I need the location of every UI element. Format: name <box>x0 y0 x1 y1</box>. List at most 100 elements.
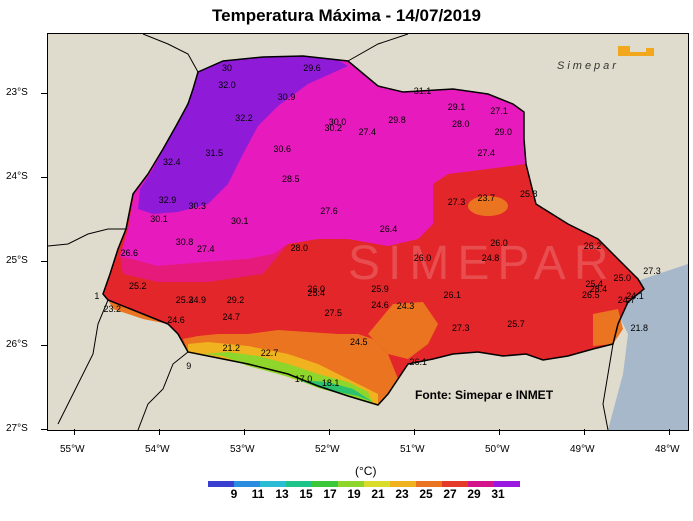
station-value: 27.3 <box>451 323 470 334</box>
colorbar-label: 27 <box>443 487 457 501</box>
lon-label: 54°W <box>145 444 170 455</box>
zone-27-29 <box>120 244 288 282</box>
station-value: 30.6 <box>273 144 292 155</box>
source-text: Fonte: Simepar e INMET <box>415 388 554 402</box>
colorbar <box>208 481 520 487</box>
station-value: 24.7 <box>222 312 241 323</box>
station-value: 29.0 <box>494 127 513 138</box>
lon-label: 49°W <box>570 444 595 455</box>
lon-tick <box>669 429 670 435</box>
station-value: 1 <box>94 291 100 302</box>
station-value: 28.0 <box>451 119 470 130</box>
station-value: 27.3 <box>447 197 466 208</box>
border-sc-west <box>137 351 189 430</box>
colorbar-swatch <box>208 481 234 487</box>
colorbar-swatch <box>416 481 442 487</box>
station-value: 30.2 <box>324 123 343 134</box>
station-value: 32.4 <box>162 156 181 167</box>
lon-label: 55°W <box>60 444 85 455</box>
station-value: 24.7 <box>617 295 636 306</box>
station-value: 28.0 <box>290 242 309 253</box>
colorbar-label: 31 <box>491 487 505 501</box>
lon-label: 50°W <box>485 444 510 455</box>
station-value: 26.0 <box>307 283 326 294</box>
station-value: 30.3 <box>188 201 207 212</box>
lon-tick <box>329 429 330 435</box>
station-value: 27.1 <box>490 106 508 117</box>
state-border <box>102 55 645 406</box>
lon-tick <box>74 429 75 435</box>
station-value: 30.0 <box>328 117 347 128</box>
station-value: 29.8 <box>388 114 406 125</box>
station-value: 29.6 <box>303 62 321 73</box>
colorbar-swatch <box>442 481 468 487</box>
zone-23-25-spot <box>468 196 508 216</box>
station-value: 27.5 <box>324 308 343 319</box>
colorbar-label: 19 <box>347 487 361 501</box>
colorbar-label: 15 <box>299 487 313 501</box>
station-value: 29.1 <box>447 102 466 113</box>
lat-tick <box>41 345 47 346</box>
station-value: 17.0 <box>294 373 313 384</box>
logo-text: Simepar <box>557 60 619 72</box>
station-value: 32.9 <box>158 194 177 205</box>
lat-label: 27°S <box>6 423 28 434</box>
station-value: 27.4 <box>477 148 496 159</box>
colorbar-unit: (°C) <box>355 464 377 478</box>
zone-17-21 <box>203 352 373 404</box>
watermark: SIMEPAR <box>348 237 616 290</box>
lon-tick <box>414 429 415 435</box>
border-sc-east <box>602 343 614 430</box>
colorbar-label: 21 <box>371 487 385 501</box>
station-value: 26.0 <box>490 237 508 248</box>
colorbar-swatch <box>312 481 338 487</box>
station-value: 21.2 <box>222 342 241 353</box>
station-value: 30.9 <box>277 92 296 103</box>
colorbar-label: 11 <box>251 487 265 501</box>
station-value: 24.3 <box>396 301 415 312</box>
lat-tick <box>41 93 47 94</box>
station-value: 22.7 <box>260 348 279 359</box>
station-value: 25.9 <box>371 283 389 294</box>
lon-label: 52°W <box>315 444 340 455</box>
border-ms <box>142 34 199 73</box>
colorbar-label: 13 <box>275 487 289 501</box>
lat-tick <box>41 429 47 430</box>
station-value: 30 <box>221 62 233 73</box>
station-value: 21.8 <box>630 323 649 334</box>
station-value: 31.5 <box>205 148 224 159</box>
lon-label: 51°W <box>400 444 425 455</box>
station-value: 23.7 <box>477 193 496 203</box>
station-value: 30.1 <box>230 215 249 226</box>
station-value: 30.1 <box>150 214 168 224</box>
colorbar-swatch <box>338 481 364 487</box>
station-value: 28.4 <box>589 283 608 294</box>
station-value: 25.2 <box>128 281 147 292</box>
station-value: 27.4 <box>358 127 377 138</box>
lon-tick <box>244 429 245 435</box>
colorbar-label: 23 <box>395 487 409 501</box>
station-value: 23.2 <box>103 303 122 314</box>
station-value: 26.6 <box>120 247 139 258</box>
ocean <box>608 264 688 430</box>
lon-label: 53°W <box>230 444 255 455</box>
colorbar-label: 9 <box>230 487 238 501</box>
colorbar-swatch <box>286 481 312 487</box>
colorbar-swatch <box>494 481 520 487</box>
station-value: 26.1 <box>409 356 428 367</box>
lon-tick <box>584 429 585 435</box>
lon-label: 48°W <box>655 444 680 455</box>
colorbar-swatch <box>364 481 390 487</box>
colorbar-labels: 9 11 13 15 17 19 21 23 25 27 29 31 <box>208 487 520 503</box>
station-value: 28.5 <box>281 173 300 184</box>
station-value: 25.4 <box>585 278 603 289</box>
station-value: 25.4 <box>307 287 326 298</box>
colorbar-label: 17 <box>323 487 337 501</box>
map-title: Temperatura Máxima - 14/07/2019 <box>212 6 481 25</box>
station-value: 9 <box>186 361 192 371</box>
station-value: 25.7 <box>507 319 525 329</box>
border-argentina <box>57 299 109 425</box>
colorbar-swatch <box>260 481 286 487</box>
station-value: 32.0 <box>218 79 236 90</box>
lat-tick <box>41 261 47 262</box>
